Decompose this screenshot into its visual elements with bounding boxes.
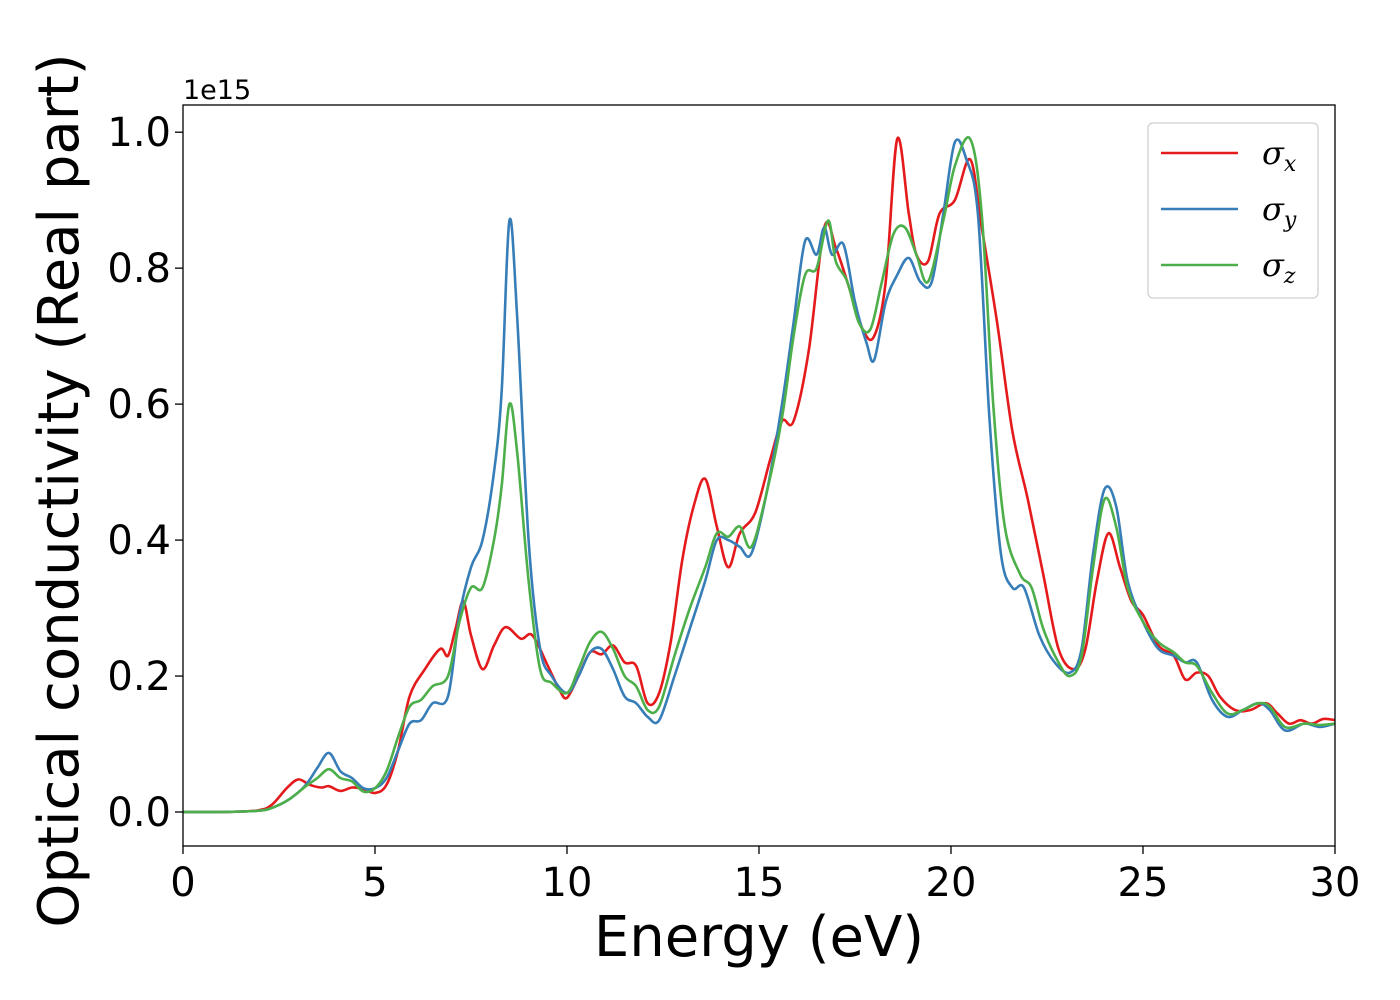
y-tick-label: 0.0 bbox=[107, 790, 171, 836]
y-axis-title: Optical conductivity (Real part) bbox=[27, 53, 92, 927]
legend-entry-sigma-x: σx bbox=[1161, 134, 1297, 177]
legend-symbol: σ bbox=[1262, 190, 1285, 228]
series-lines bbox=[182, 136, 1336, 814]
legend-label: σy bbox=[1262, 190, 1297, 233]
legend-entry-sigma-y: σy bbox=[1161, 190, 1297, 233]
y-tick-label: 0.6 bbox=[107, 382, 171, 428]
series-line-sigma-z bbox=[182, 136, 1336, 814]
y-tick-label: 0.2 bbox=[107, 654, 171, 700]
legend-entry-sigma-z: σz bbox=[1161, 246, 1296, 289]
y-tick-label: 0.8 bbox=[107, 246, 171, 292]
legend-symbol: σ bbox=[1262, 246, 1285, 284]
x-tick-label: 20 bbox=[926, 860, 977, 906]
x-tick-label: 15 bbox=[734, 860, 785, 906]
x-axis-title: Energy (eV) bbox=[594, 905, 924, 970]
x-tick-label: 5 bbox=[362, 860, 387, 906]
legend-label: σx bbox=[1262, 134, 1297, 177]
legend-box bbox=[1147, 122, 1319, 299]
legend-subscript: z bbox=[1283, 264, 1296, 289]
y-tick-label: 1.0 bbox=[107, 110, 171, 156]
x-tick-label: 30 bbox=[1310, 860, 1361, 906]
legend-label: σz bbox=[1262, 246, 1296, 289]
y-axis-ticks: 0.0 0.2 0.4 0.6 0.8 1.0 bbox=[107, 110, 183, 836]
x-tick-label: 25 bbox=[1118, 860, 1169, 906]
y-tick-label: 0.4 bbox=[107, 518, 171, 564]
x-axis-ticks: 0 5 10 15 20 25 30 bbox=[170, 846, 1360, 906]
x-tick-label: 10 bbox=[542, 860, 593, 906]
legend-symbol: σ bbox=[1262, 134, 1285, 172]
x-tick-label: 0 bbox=[170, 860, 195, 906]
plot-frame bbox=[182, 104, 1336, 847]
legend-subscript: x bbox=[1284, 152, 1297, 177]
legend-subscript: y bbox=[1283, 208, 1297, 233]
y-offset-label: 1e15 bbox=[183, 75, 251, 106]
